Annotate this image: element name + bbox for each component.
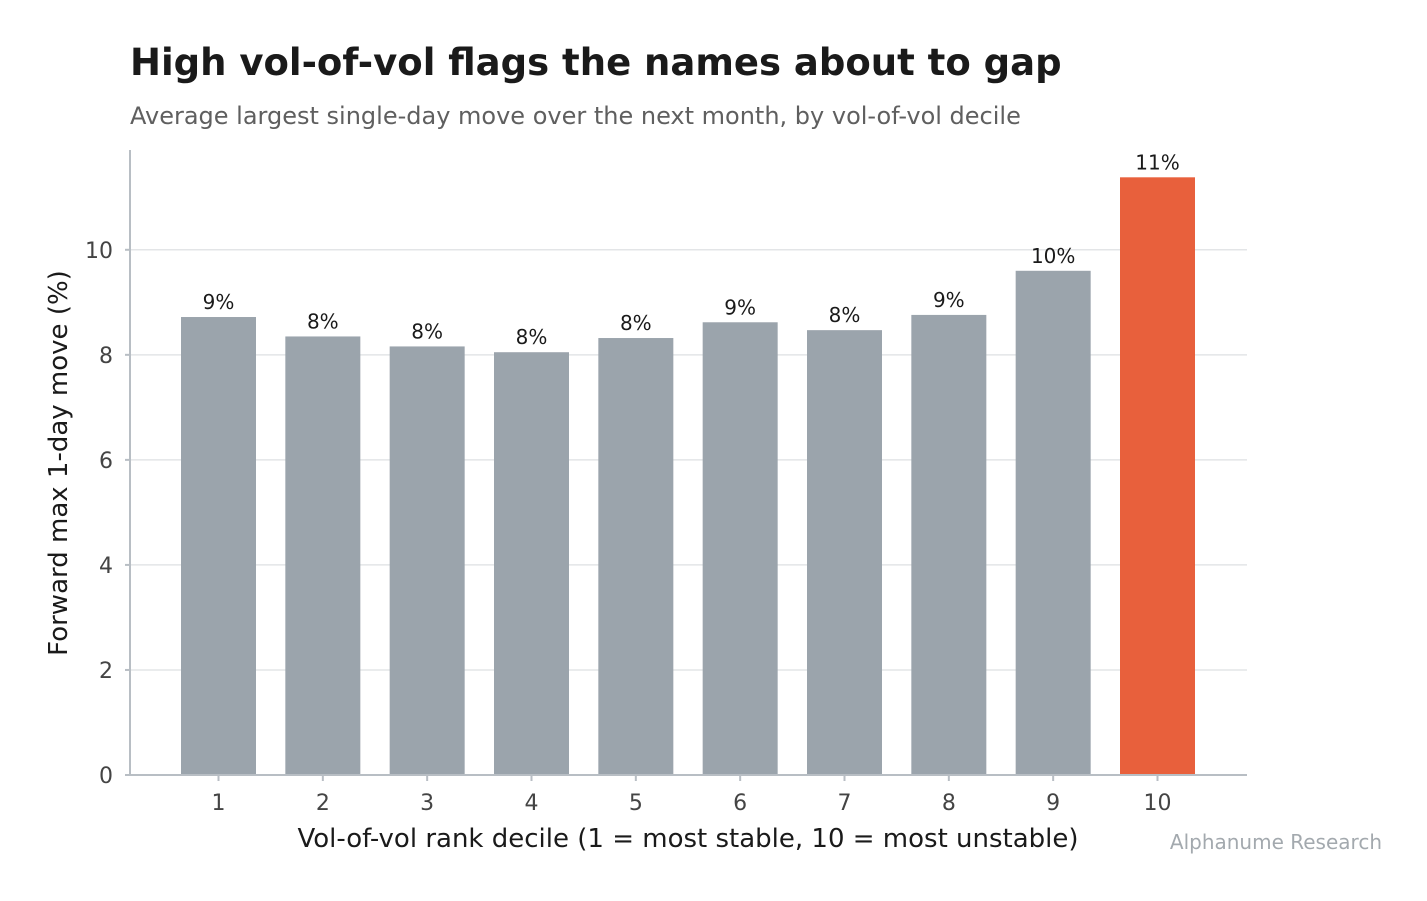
bar-6 — [702, 322, 778, 775]
bar-2 — [285, 336, 361, 775]
data-label-8: 9% — [933, 288, 965, 312]
chart-subtitle: Average largest single-day move over the… — [130, 102, 1021, 130]
bar-10 — [1120, 177, 1195, 776]
bar-8 — [911, 314, 987, 775]
y-tick-label: 4 — [99, 554, 113, 579]
data-label-4: 8% — [516, 325, 548, 349]
x-tick-label: 4 — [525, 791, 539, 816]
bars — [181, 177, 1195, 776]
x-tick-label: 9 — [1046, 791, 1060, 816]
chart-title: High vol-of-vol flags the names about to… — [130, 41, 1062, 84]
x-tick-label: 6 — [733, 791, 747, 816]
y-axis-ticks: 0 2 4 6 8 10 — [85, 239, 130, 789]
y-tick-label: 8 — [99, 344, 113, 369]
x-tick-label: 5 — [629, 791, 643, 816]
data-labels: 9% 8% 8% 8% 8% 9% 8% 9% 10% 11% — [203, 150, 1180, 349]
y-tick-label: 10 — [85, 239, 113, 264]
data-label-5: 8% — [620, 311, 652, 335]
bar-4 — [494, 352, 569, 775]
bar-9 — [1015, 270, 1091, 775]
x-tick-label: 3 — [420, 791, 434, 816]
y-tick-label: 0 — [99, 764, 113, 789]
bar-7 — [807, 330, 882, 775]
y-tick-label: 2 — [99, 659, 113, 684]
source-note: Alphanume Research — [1170, 830, 1382, 854]
data-label-3: 8% — [411, 319, 443, 343]
x-axis-title: Vol-of-vol rank decile (1 = most stable,… — [297, 824, 1078, 854]
bar-5 — [598, 338, 674, 775]
data-label-7: 8% — [829, 303, 861, 327]
data-label-10: 11% — [1135, 150, 1179, 174]
y-tick-label: 6 — [99, 449, 113, 474]
data-label-2: 8% — [307, 309, 339, 333]
bar-1 — [181, 317, 256, 775]
data-label-1: 9% — [203, 290, 235, 314]
x-tick-label: 8 — [942, 791, 956, 816]
x-axis-ticks: 1 2 3 4 5 6 7 8 9 10 — [212, 775, 1172, 816]
bar-3 — [389, 346, 465, 775]
y-axis-title: Forward max 1-day move (%) — [44, 270, 74, 656]
x-tick-label: 10 — [1144, 791, 1172, 816]
x-tick-label: 2 — [316, 791, 330, 816]
data-label-9: 10% — [1031, 244, 1075, 268]
x-tick-label: 1 — [212, 791, 226, 816]
data-label-6: 9% — [724, 295, 756, 319]
x-tick-label: 7 — [838, 791, 852, 816]
